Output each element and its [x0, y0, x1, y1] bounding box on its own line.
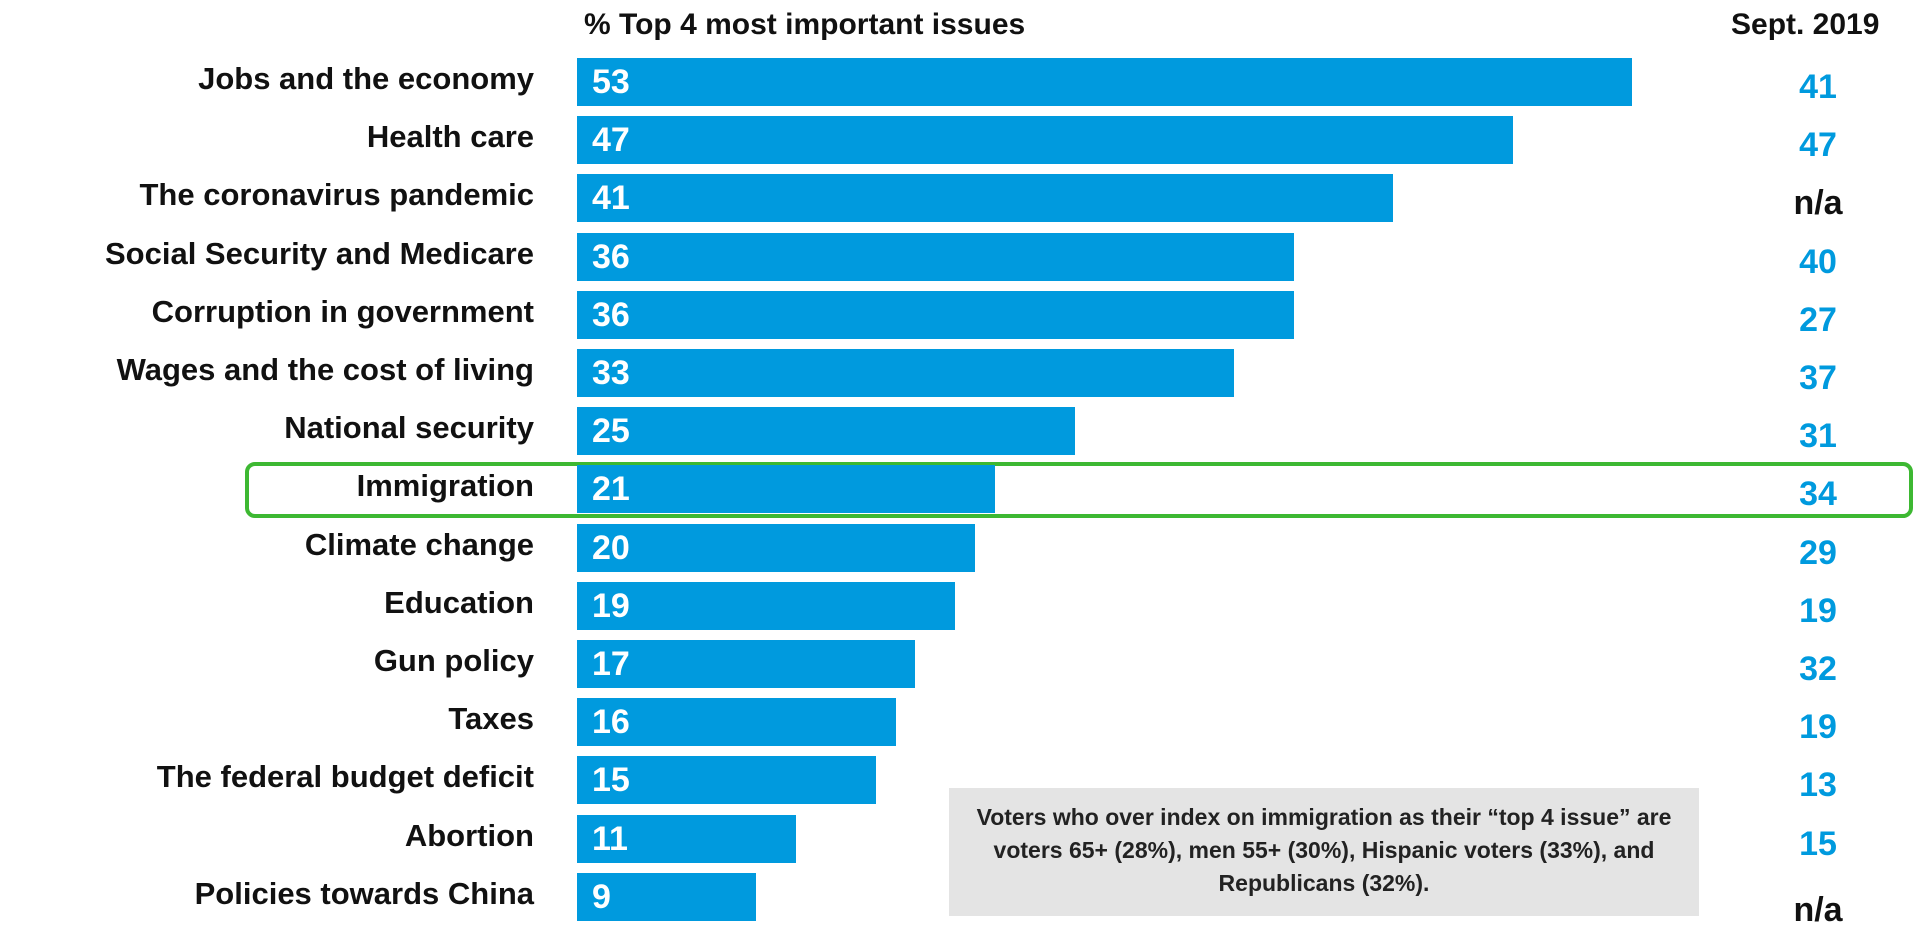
category-label-the-coronavirus-pandemic: The coronavirus pandemic	[139, 177, 535, 213]
bar-climate-change	[577, 523, 976, 572]
category-label-taxes: Taxes	[448, 701, 534, 737]
sept-2019-column-header: Sept. 2019	[1731, 8, 1880, 41]
sept-2019-value-climate-change: 29	[1799, 533, 1837, 572]
category-label-climate-change: Climate change	[304, 526, 534, 562]
bar-gun-policy	[577, 640, 916, 688]
bar-value-label-the-federal-budget-deficit: 15	[592, 761, 630, 800]
bar-value-label-social-security-and-medicare: 36	[592, 237, 630, 276]
bar-value-label-education: 19	[592, 586, 630, 625]
bar-value-label-the-coronavirus-pandemic: 41	[592, 179, 630, 218]
sept-2019-value-education: 19	[1799, 591, 1837, 630]
category-label-immigration: Immigration	[356, 468, 534, 504]
category-label-corruption-in-government: Corruption in government	[151, 293, 534, 329]
category-label-the-federal-budget-deficit: The federal budget deficit	[156, 759, 534, 795]
sept-2019-value-the-coronavirus-pandemic: n/a	[1793, 184, 1843, 223]
immigration-note-box: Voters who over index on immigration as …	[949, 788, 1699, 916]
sept-2019-value-abortion: 15	[1799, 824, 1837, 863]
sept-2019-value-the-federal-budget-deficit: 13	[1799, 766, 1837, 805]
category-label-jobs-and-the-economy: Jobs and the economy	[198, 61, 534, 96]
bar-value-label-wages-and-the-cost-of-living: 33	[592, 354, 630, 392]
sept-2019-value-policies-towards-china: n/a	[1793, 890, 1843, 929]
sept-2019-value-jobs-and-the-economy: 41	[1799, 68, 1837, 106]
bar-the-federal-budget-deficit	[577, 756, 876, 805]
bar-value-label-abortion: 11	[592, 819, 628, 858]
sept-2019-value-immigration: 34	[1799, 475, 1837, 514]
bar-value-label-immigration: 21	[592, 470, 630, 509]
chart-title: % Top 4 most important issues	[584, 8, 1026, 41]
bar-value-label-health-care: 47	[592, 121, 630, 160]
bar-value-label-policies-towards-china: 9	[592, 877, 611, 916]
bar-the-coronavirus-pandemic	[577, 174, 1394, 223]
bar-value-label-gun-policy: 17	[592, 645, 630, 683]
sept-2019-value-wages-and-the-cost-of-living: 37	[1799, 359, 1837, 397]
bar-taxes	[577, 698, 896, 747]
category-label-wages-and-the-cost-of-living: Wages and the cost of living	[116, 352, 534, 387]
bar-national-security	[577, 407, 1075, 456]
sept-2019-value-social-security-and-medicare: 40	[1799, 242, 1837, 281]
category-label-social-security-and-medicare: Social Security and Medicare	[104, 235, 534, 271]
bar-jobs-and-the-economy	[577, 58, 1633, 106]
bar-value-label-jobs-and-the-economy: 53	[592, 63, 630, 101]
bar-education	[577, 581, 956, 630]
bar-corruption-in-government	[577, 290, 1294, 339]
bar-value-label-national-security: 25	[592, 412, 630, 451]
immigration-highlight-box	[245, 462, 1913, 518]
sept-2019-value-health-care: 47	[1799, 126, 1837, 165]
bar-immigration	[577, 465, 996, 514]
bar-value-label-corruption-in-government: 36	[592, 295, 630, 334]
sept-2019-value-gun-policy: 32	[1799, 650, 1837, 688]
category-label-policies-towards-china: Policies towards China	[194, 875, 534, 911]
category-label-national-security: National security	[284, 410, 534, 446]
bar-health-care	[577, 116, 1513, 165]
bar-wages-and-the-cost-of-living	[577, 349, 1235, 397]
bar-value-label-taxes: 16	[592, 703, 630, 742]
bar-value-label-climate-change: 20	[592, 528, 630, 567]
immigration-note-text: Voters who over index on immigration as …	[976, 804, 1672, 896]
sept-2019-value-national-security: 31	[1799, 417, 1837, 456]
bar-abortion	[577, 814, 796, 863]
category-label-abortion: Abortion	[404, 817, 534, 853]
sept-2019-value-taxes: 19	[1799, 708, 1837, 747]
category-label-education: Education	[384, 584, 534, 620]
category-label-gun-policy: Gun policy	[373, 643, 534, 678]
bar-social-security-and-medicare	[577, 232, 1294, 281]
bar-policies-towards-china	[577, 872, 757, 921]
sept-2019-value-corruption-in-government: 27	[1799, 300, 1837, 339]
category-label-health-care: Health care	[366, 119, 534, 155]
